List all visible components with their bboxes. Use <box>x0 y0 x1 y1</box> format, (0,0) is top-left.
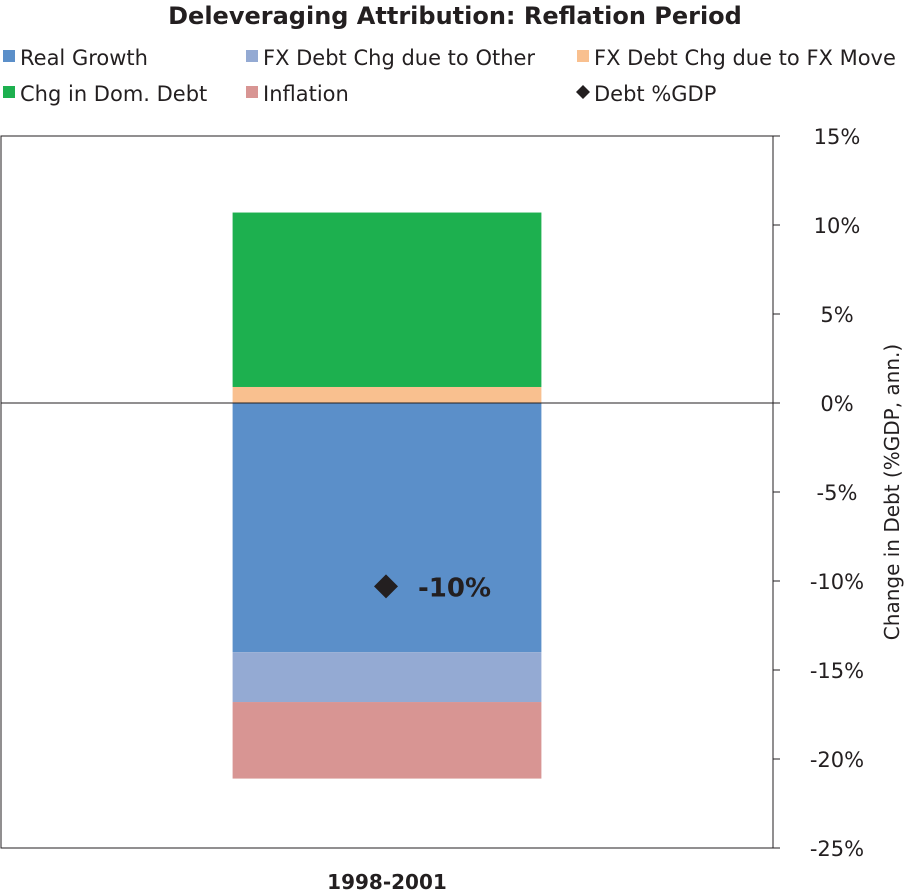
markers: -10% <box>374 573 491 603</box>
legend-label: Chg in Dom. Debt <box>20 82 207 106</box>
legend-label: Debt %GDP <box>594 82 716 106</box>
x-axis: 1998-2001 <box>327 870 447 891</box>
bar-segment-fx-debt-chg-due-to-fx-move <box>232 386 542 403</box>
marker-label: -10% <box>418 573 491 603</box>
legend-swatch <box>576 85 590 99</box>
y-tick-label: 5% <box>820 303 853 327</box>
bar-segment-chg-in-dom-debt <box>232 212 542 387</box>
legend: Real Growth FX Debt Chg due to Other FX De… <box>3 46 896 106</box>
legend-label: FX Debt Chg due to FX Move <box>594 46 896 70</box>
debt-gdp-marker <box>374 574 398 599</box>
y-axis: 15% 10% 5% 0% -5% -10% -15% -20% -25% <box>773 125 864 861</box>
legend-swatch <box>577 50 589 62</box>
bar-segment-fx-debt-chg-due-to-other <box>232 652 542 703</box>
bar-stack <box>232 212 542 779</box>
legend-swatch <box>246 86 258 98</box>
y-tick-label: 10% <box>814 214 861 238</box>
y-tick-label: 15% <box>814 125 861 149</box>
category-label: 1998-2001 <box>327 870 447 891</box>
y-axis-label: Change in Debt (%GDP, ann.) <box>880 344 904 640</box>
y-tick-label: -25% <box>810 837 864 861</box>
y-tick-label: -5% <box>817 481 858 505</box>
legend-label: Real Growth <box>20 46 148 70</box>
y-tick-label: -20% <box>810 748 864 772</box>
legend-label: FX Debt Chg due to Other <box>263 46 535 70</box>
legend-label: Inflation <box>263 82 349 106</box>
bar-segment-real-growth <box>232 403 542 653</box>
legend-swatch <box>3 50 15 62</box>
bar-segment-inflation <box>232 702 542 779</box>
chart-title: Deleveraging Attribution: Reflation Peri… <box>168 2 742 30</box>
legend-swatch <box>3 86 15 98</box>
y-tick-label: 0% <box>820 392 853 416</box>
y-tick-label: -10% <box>810 570 864 594</box>
y-tick-label: -15% <box>810 659 864 683</box>
legend-swatch <box>246 50 258 62</box>
